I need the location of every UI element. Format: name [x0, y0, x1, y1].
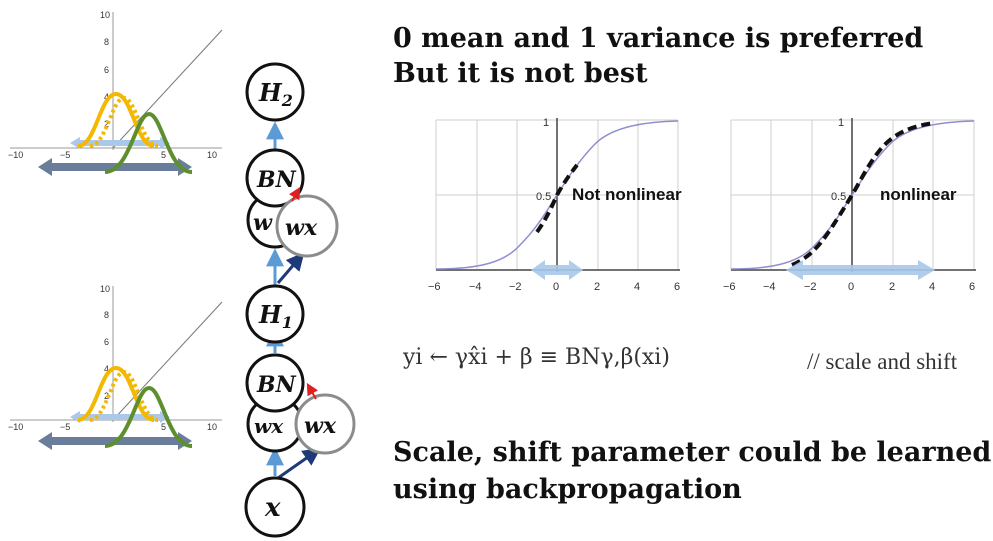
node-wx-top — [275, 194, 339, 258]
node-wx-bottom-behind-label: wx — [254, 414, 284, 438]
sig-right-dashed-segment — [791, 121, 936, 267]
mini-top-xtick-2: −5 — [60, 150, 70, 160]
sig-left-label: Not nonlinear — [572, 185, 682, 204]
sig-right-xtick-7: 6 — [969, 281, 975, 293]
sig-left-xtick-7: 6 — [674, 281, 680, 293]
mini-top-gauss-green — [104, 111, 193, 174]
node-wx-bottom-label: wx — [304, 413, 337, 439]
mini-top-xtick-3: 5 — [161, 150, 166, 160]
node-h2-label: H2 — [258, 78, 293, 110]
node-h1-label: H1 — [258, 300, 293, 332]
node-bn-bottom — [245, 353, 305, 413]
sig-right-range — [786, 260, 935, 280]
mini-plot-top-identity-line — [112, 29, 223, 149]
mini-top-ytick-4: 4 — [104, 92, 109, 102]
sig-right-label: nonlinear — [880, 185, 957, 204]
node-h2 — [245, 62, 305, 122]
mini-top-ytick-1: 10 — [100, 10, 110, 20]
sig-left-xtick-2: −4 — [469, 281, 482, 293]
node-bn-top-label: BN — [256, 167, 297, 193]
mini-bottom-gauss-green — [104, 385, 193, 448]
sig-left-xtick-5: 2 — [594, 281, 600, 293]
sig-right-xtick-3: −2 — [804, 281, 817, 293]
node-bn-bottom-label: BN — [256, 372, 297, 398]
mini-plot-bottom: −10 −5 5 10 10 8 6 4 2 — [8, 284, 223, 450]
sig-right-ytick-2: 0.5 — [831, 191, 846, 203]
sig-right-xtick-1: −6 — [723, 281, 736, 293]
node-x — [244, 476, 306, 538]
bn-formula: yi ← γx̂i + β ≡ BNγ,β(xi) — [403, 345, 670, 370]
sig-right-xtick-2: −4 — [763, 281, 776, 293]
mini-plot-bottom-identity-line — [112, 301, 223, 421]
sig-left-xtick-6: 4 — [634, 281, 640, 293]
mini-top-ytick-2: 8 — [104, 37, 109, 47]
mini-top-xtick-1: −10 — [8, 150, 23, 160]
sigmoid-plot-left: 1 0.5 −6 −4 −2 0 2 4 6 Not nonlinear — [428, 117, 682, 293]
sig-right-xtick-5: 2 — [889, 281, 895, 293]
mini-plot-top: −10 −5 5 10 10 8 6 4 2 — [8, 10, 223, 176]
sig-left-dashed-segment — [535, 163, 579, 234]
mini-top-gauss-yellow-dotted — [89, 95, 159, 148]
sig-left-xtick-3: −2 — [509, 281, 522, 293]
node-h1 — [245, 284, 305, 344]
heading-line-3: Scale, shift parameter could be learned — [393, 437, 992, 468]
sig-right-curve — [730, 120, 975, 270]
node-wx-top-label: wx — [285, 215, 318, 241]
sig-right-xtick-4: 0 — [848, 281, 854, 293]
formula-comment: // scale and shift — [807, 349, 958, 374]
mini-bottom-xtick-2: −5 — [60, 422, 70, 432]
mini-bottom-xtick-4: 10 — [207, 422, 217, 432]
network-diagram: H2 w BN wx H1 wx BN wx x — [244, 62, 356, 538]
mini-bottom-ytick-3: 6 — [104, 337, 109, 347]
sig-left-ytick-2: 0.5 — [536, 191, 551, 203]
mini-bottom-xtick-1: −10 — [8, 422, 23, 432]
mini-bottom-xtick-3: 5 — [161, 422, 166, 432]
mini-bottom-gauss-yellow — [77, 365, 155, 422]
sig-left-xtick-1: −6 — [428, 281, 441, 293]
sig-right-ytick-1: 1 — [838, 117, 844, 129]
mini-bottom-ytick-2: 8 — [104, 310, 109, 320]
sigmoid-plot-right: 1 0.5 −6 −4 −2 0 2 4 6 nonlinear — [723, 117, 976, 293]
mini-bottom-gauss-yellow-dotted — [89, 369, 159, 422]
heading-line-1: 0 mean and 1 variance is preferred — [393, 23, 924, 54]
arrow-h1-to-wx-gray — [276, 252, 305, 284]
arrow-red-bottom — [306, 382, 318, 400]
node-w-top-behind-label: w — [253, 210, 273, 236]
mini-bottom-ytick-1: 10 — [100, 284, 110, 294]
node-wx-bottom — [294, 393, 356, 455]
sig-left-ytick-1: 1 — [543, 117, 549, 129]
heading-line-2: But it is not best — [393, 58, 648, 89]
arrow-red-top — [288, 186, 301, 202]
sig-right-xtick-6: 4 — [929, 281, 935, 293]
mini-top-xtick-4: 10 — [207, 150, 217, 160]
heading-line-4: using backpropagation — [393, 474, 742, 505]
sig-left-xtick-4: 0 — [553, 281, 559, 293]
mini-top-gauss-yellow — [77, 91, 155, 148]
mini-top-ytick-3: 6 — [104, 65, 109, 75]
arrow-x-to-wx-gray — [277, 447, 321, 480]
mini-bottom-ytick-4: 4 — [104, 364, 109, 374]
sig-left-range — [531, 260, 583, 280]
node-x-label: x — [264, 493, 281, 523]
mini-top-ytick-5: 2 — [104, 119, 109, 129]
